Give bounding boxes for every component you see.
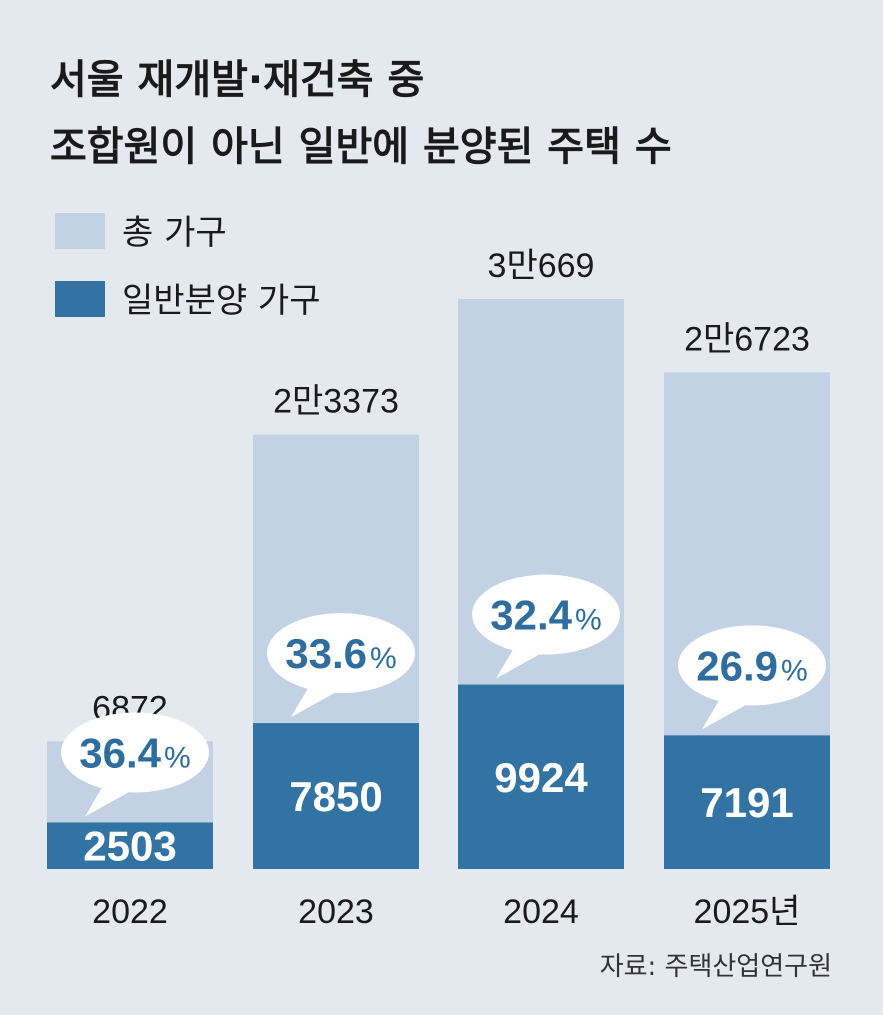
bar-group-4: 2만6723 7191 26.9 % 2025년 <box>664 320 830 931</box>
source-note: 자료: 주택산업연구원 <box>600 952 832 982</box>
percent-number: 33.6 <box>285 630 367 677</box>
title-line-1: 서울 재개발·재건축 중 <box>50 57 424 103</box>
bubble-body <box>61 712 209 793</box>
percent-label: 26.9% <box>696 642 807 689</box>
percent-number: 36.4 <box>79 729 161 776</box>
general-value-label: 7191 <box>700 779 793 826</box>
general-value-label: 2503 <box>83 823 176 870</box>
legend-label-general: 일반분양 가구 <box>122 281 321 321</box>
percent-label: 33.6% <box>285 630 396 677</box>
general-bar <box>458 684 624 869</box>
legend-swatch-general <box>55 281 105 317</box>
year-label: 2024 <box>503 893 579 931</box>
percent-sign: % <box>575 604 602 637</box>
percent-bubble: 33.6% <box>267 613 415 718</box>
legend-swatch-total <box>55 213 105 249</box>
percent-sign: % <box>781 654 808 687</box>
total-value-label: 2만3373 <box>273 383 399 421</box>
year-label: 2022 <box>92 893 168 931</box>
year-label: 2025년 <box>694 893 801 931</box>
bar-group-2: 2만3373 7850 33.6 % 2023 <box>253 383 419 931</box>
total-value-label: 2만6723 <box>684 320 810 358</box>
chart-title: 서울 재개발·재건축 중 조합원이 아닌 일반에 분양된 주택 수 <box>50 57 672 170</box>
general-bar <box>664 735 830 869</box>
percent-bubble: 32.4% <box>472 574 620 679</box>
percent-label: 36.4% <box>79 729 190 776</box>
title-line-2: 조합원이 아닌 일반에 분양된 주택 수 <box>50 124 672 170</box>
year-label: 2023 <box>298 893 374 931</box>
general-value-label: 7850 <box>289 773 382 820</box>
general-bar <box>253 723 419 869</box>
percent-bubble: 26.9% <box>678 625 826 730</box>
general-value-label: 9924 <box>494 754 588 801</box>
bubble-body <box>678 625 826 706</box>
percent-sign: % <box>370 642 397 675</box>
legend-label-total: 총 가구 <box>122 213 227 253</box>
percent-label: 32.4% <box>490 592 601 639</box>
percent-bubble: 36.4% <box>61 712 209 817</box>
percent-sign: % <box>164 741 191 774</box>
bubble-body <box>267 613 415 694</box>
total-value-label: 3만669 <box>488 247 595 285</box>
general-bar <box>47 822 213 869</box>
percent-number: 32.4 <box>490 592 572 639</box>
legend: 총 가구 일반분양 가구 <box>55 213 321 321</box>
percent-number: 26.9 <box>696 642 778 689</box>
bubble-body <box>472 574 620 655</box>
bar-group-3: 3만669 9924 32.4 % 2024 <box>458 247 624 931</box>
